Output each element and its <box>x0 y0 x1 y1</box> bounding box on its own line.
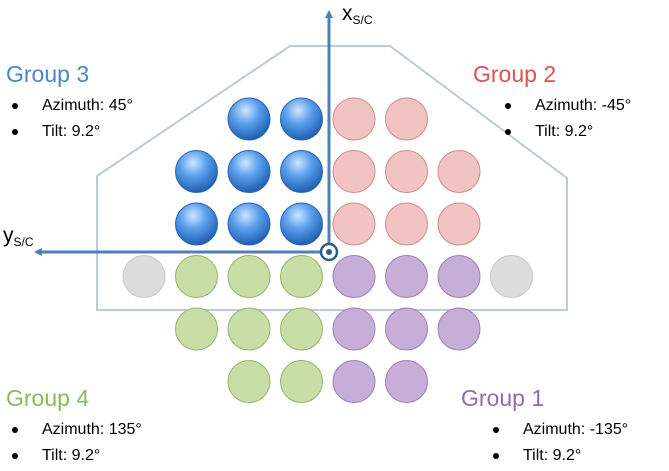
group-2-thruster <box>385 202 428 246</box>
group-2-thruster <box>385 150 428 193</box>
group-3-thruster <box>280 97 323 141</box>
group-1-thruster <box>437 255 481 298</box>
group-1-thruster <box>385 360 428 403</box>
group-4-title: Group 4 <box>6 385 90 411</box>
group-4-thruster <box>280 360 323 403</box>
group-2-thruster <box>332 97 376 141</box>
group-4-thruster <box>175 255 218 298</box>
x-axis-label: xS/C <box>342 2 373 27</box>
y-axis-label: yS/C <box>3 224 34 249</box>
group-4-thruster <box>227 360 271 403</box>
group-2-thruster <box>385 97 428 141</box>
bullet-icon <box>493 453 499 459</box>
group-4-legend: Group 4 Azimuth: 135° Tilt: 9.2° <box>6 385 142 469</box>
group-1-thruster <box>332 255 376 298</box>
bullet-icon <box>12 103 18 109</box>
bullet-icon <box>505 129 511 135</box>
out-of-page-dot-icon <box>319 242 339 262</box>
unused-thruster <box>490 255 533 298</box>
thruster-grid <box>122 97 533 403</box>
group-3-thruster <box>175 202 218 246</box>
group-1-thruster <box>332 360 376 403</box>
group-4-azimuth: Azimuth: 135° <box>6 417 142 443</box>
group-2-thruster <box>332 202 376 246</box>
group-3-thruster <box>280 150 323 193</box>
spacecraft-outline <box>96 45 568 311</box>
group-3-tilt: Tilt: 9.2° <box>6 119 133 145</box>
bullet-icon <box>505 103 511 109</box>
group-3-title: Group 3 <box>6 61 90 87</box>
group-2-azimuth: Azimuth: -45° <box>499 93 631 119</box>
group-1-thruster <box>385 307 428 351</box>
group-3-azimuth: Azimuth: 45° <box>6 93 133 119</box>
group-2-thruster <box>437 150 481 193</box>
group-1-thruster <box>332 307 376 351</box>
group-1-title: Group 1 <box>461 385 545 411</box>
group-1-azimuth: Azimuth: -135° <box>487 417 628 443</box>
group-3-thruster <box>227 202 271 246</box>
group-2-thruster <box>332 150 376 193</box>
group-3-thruster <box>280 202 323 246</box>
group-2-legend: Group 2 Azimuth: -45° Tilt: 9.2° <box>473 61 631 145</box>
group-4-tilt: Tilt: 9.2° <box>6 443 142 469</box>
group-2-tilt: Tilt: 9.2° <box>499 119 631 145</box>
group-3-thruster <box>227 150 271 193</box>
group-4-thruster <box>227 255 271 298</box>
bullet-icon <box>493 427 499 433</box>
group-1-thruster <box>437 307 481 351</box>
group-1-legend: Group 1 Azimuth: -135° Tilt: 9.2° <box>461 385 628 469</box>
group-1-thruster <box>385 255 428 298</box>
group-3-thruster <box>227 97 271 141</box>
group-3-thruster <box>175 150 218 193</box>
bullet-icon <box>12 427 18 433</box>
bullet-icon <box>12 129 18 135</box>
group-2-title: Group 2 <box>473 61 557 87</box>
group-4-thruster <box>280 307 323 351</box>
group-4-thruster <box>280 255 323 298</box>
group-4-thruster <box>227 307 271 351</box>
group-2-thruster <box>437 202 481 246</box>
group-1-tilt: Tilt: 9.2° <box>487 443 628 469</box>
bullet-icon <box>12 453 18 459</box>
unused-thruster <box>122 255 166 298</box>
group-3-legend: Group 3 Azimuth: 45° Tilt: 9.2° <box>6 61 133 145</box>
group-4-thruster <box>175 307 218 351</box>
